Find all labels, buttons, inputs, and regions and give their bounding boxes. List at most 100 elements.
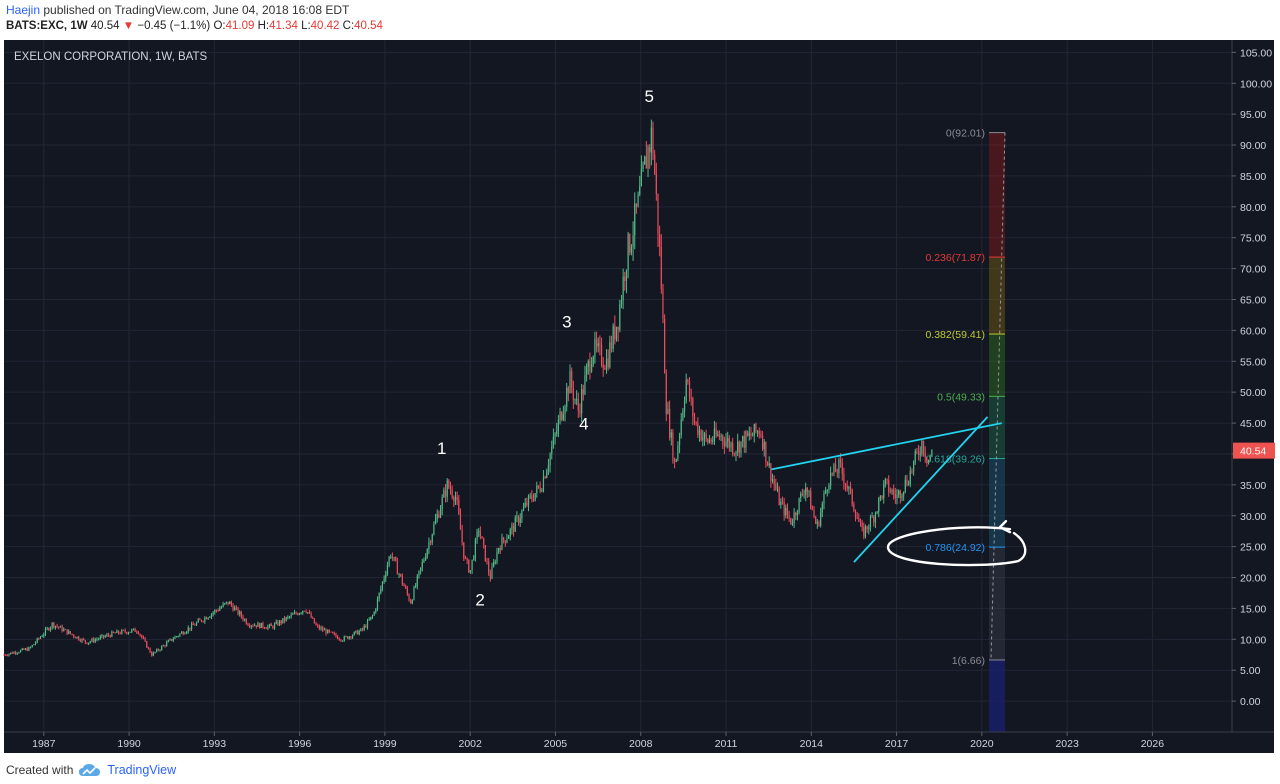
candle-body: [619, 304, 621, 330]
elliott-wave-label[interactable]: 1: [437, 439, 446, 458]
time-axis[interactable]: 1987 1990 1993 1996 1999 2002 2005 2008 2011 2014…: [32, 732, 1164, 750]
candle-body: [86, 642, 88, 644]
candle-body: [773, 479, 775, 485]
candle-body: [182, 632, 184, 635]
candle-body: [225, 601, 228, 604]
candle-body: [18, 652, 20, 654]
y-tick-label: 100.00: [1240, 78, 1272, 90]
hand-drawn-ellipse[interactable]: [886, 526, 1027, 567]
candle-body: [146, 641, 148, 648]
candle-body: [664, 318, 666, 374]
chart-container[interactable]: 0(92.01) 0.236(71.87) 0.382(59.41) 0.5(49.3…: [0, 40, 1280, 753]
candle-body: [825, 490, 827, 494]
candle-body: [44, 628, 47, 635]
tradingview-link[interactable]: TradingView: [107, 763, 177, 777]
candle-body: [539, 487, 541, 492]
candle-body: [893, 489, 895, 495]
y-tick-label: 65.00: [1240, 295, 1266, 307]
candle-body: [416, 575, 418, 586]
fibonacci-retracement[interactable]: 0(92.01) 0.236(71.87) 0.382(59.41) 0.5(49.3…: [925, 128, 1006, 732]
y-tick-label: 105.00: [1240, 47, 1272, 59]
candle-body: [368, 619, 370, 621]
candle-body: [41, 636, 43, 637]
candle-body: [429, 541, 432, 543]
elliott-wave-label[interactable]: 3: [562, 312, 571, 331]
candle-body: [844, 483, 847, 486]
candle-body: [48, 628, 50, 631]
candle-body: [478, 531, 480, 533]
candle-body: [537, 485, 540, 488]
candle-body: [3, 654, 5, 656]
price-chart[interactable]: 0(92.01) 0.236(71.87) 0.382(59.41) 0.5(49.3…: [0, 40, 1280, 753]
candle-body: [56, 625, 58, 627]
candle-body: [200, 619, 203, 622]
candle-body: [297, 613, 299, 615]
candle-body: [285, 617, 287, 621]
x-tick-label: 2026: [1141, 738, 1165, 750]
candle-body: [89, 641, 91, 643]
candle-body: [240, 611, 242, 617]
candle-body: [448, 480, 450, 488]
candle-body: [688, 381, 691, 398]
candle-body: [488, 561, 490, 573]
candle-body: [869, 516, 872, 528]
x-tick-label: 1993: [203, 738, 227, 750]
y-tick-label: 35.00: [1240, 480, 1266, 492]
elliott-wave-label[interactable]: 5: [645, 87, 654, 106]
candle-body: [889, 491, 891, 493]
candle-body: [262, 622, 264, 628]
candle-body: [810, 491, 812, 510]
trendline[interactable]: [771, 422, 1002, 471]
user-drawings[interactable]: 1 2 3 4 5: [437, 87, 1027, 610]
candle-body: [423, 559, 425, 563]
candle-body: [124, 630, 126, 633]
candle-body: [162, 645, 164, 647]
candle-body: [104, 636, 106, 638]
candle-body: [172, 638, 174, 641]
candle-body: [846, 485, 848, 489]
candle-body: [512, 525, 515, 532]
candle-body: [366, 620, 369, 628]
candle-body: [51, 622, 53, 628]
candle-body: [197, 619, 199, 623]
candle-body: [219, 608, 221, 611]
candle-body: [602, 364, 604, 368]
x-tick-label: 2023: [1055, 738, 1079, 750]
author-link[interactable]: Haejin: [6, 3, 41, 17]
candle-body: [919, 453, 921, 455]
candle-body: [63, 629, 65, 631]
candle-body: [645, 156, 647, 169]
candle-body: [371, 615, 374, 617]
candle-body: [137, 632, 140, 634]
candle-body: [459, 513, 462, 530]
y-tick-label: 70.00: [1240, 264, 1266, 276]
candle-body: [504, 540, 506, 543]
candle-body: [119, 633, 121, 634]
elliott-wave-label[interactable]: 4: [579, 414, 588, 433]
candle-body: [453, 497, 455, 502]
candle-body: [509, 529, 511, 537]
candle-body: [594, 338, 596, 357]
candle-body: [595, 338, 598, 347]
candle-body: [891, 489, 893, 493]
candle-body: [79, 639, 81, 642]
candle-body: [189, 627, 191, 630]
candle-body: [803, 494, 805, 496]
candle-body: [81, 638, 83, 642]
candle-body: [665, 373, 667, 414]
price-axis[interactable]: 105.00 100.00 95.00 90.00 85.00 80.00 75.00 70.…: [1232, 47, 1272, 708]
candle-body: [224, 603, 226, 604]
candle-body: [277, 621, 279, 626]
candle-body: [660, 246, 662, 289]
footer: Created with TradingView: [6, 760, 176, 780]
candle-body: [136, 631, 138, 633]
candle-body: [222, 603, 224, 607]
candle-body: [127, 632, 130, 634]
candle-body: [811, 509, 813, 510]
candle-body: [413, 587, 415, 600]
elliott-wave-label[interactable]: 2: [475, 590, 484, 609]
trendline[interactable]: [853, 416, 989, 563]
y-tick-label: 95.00: [1240, 109, 1266, 121]
candle-body: [46, 628, 48, 630]
candle-body: [245, 619, 247, 624]
